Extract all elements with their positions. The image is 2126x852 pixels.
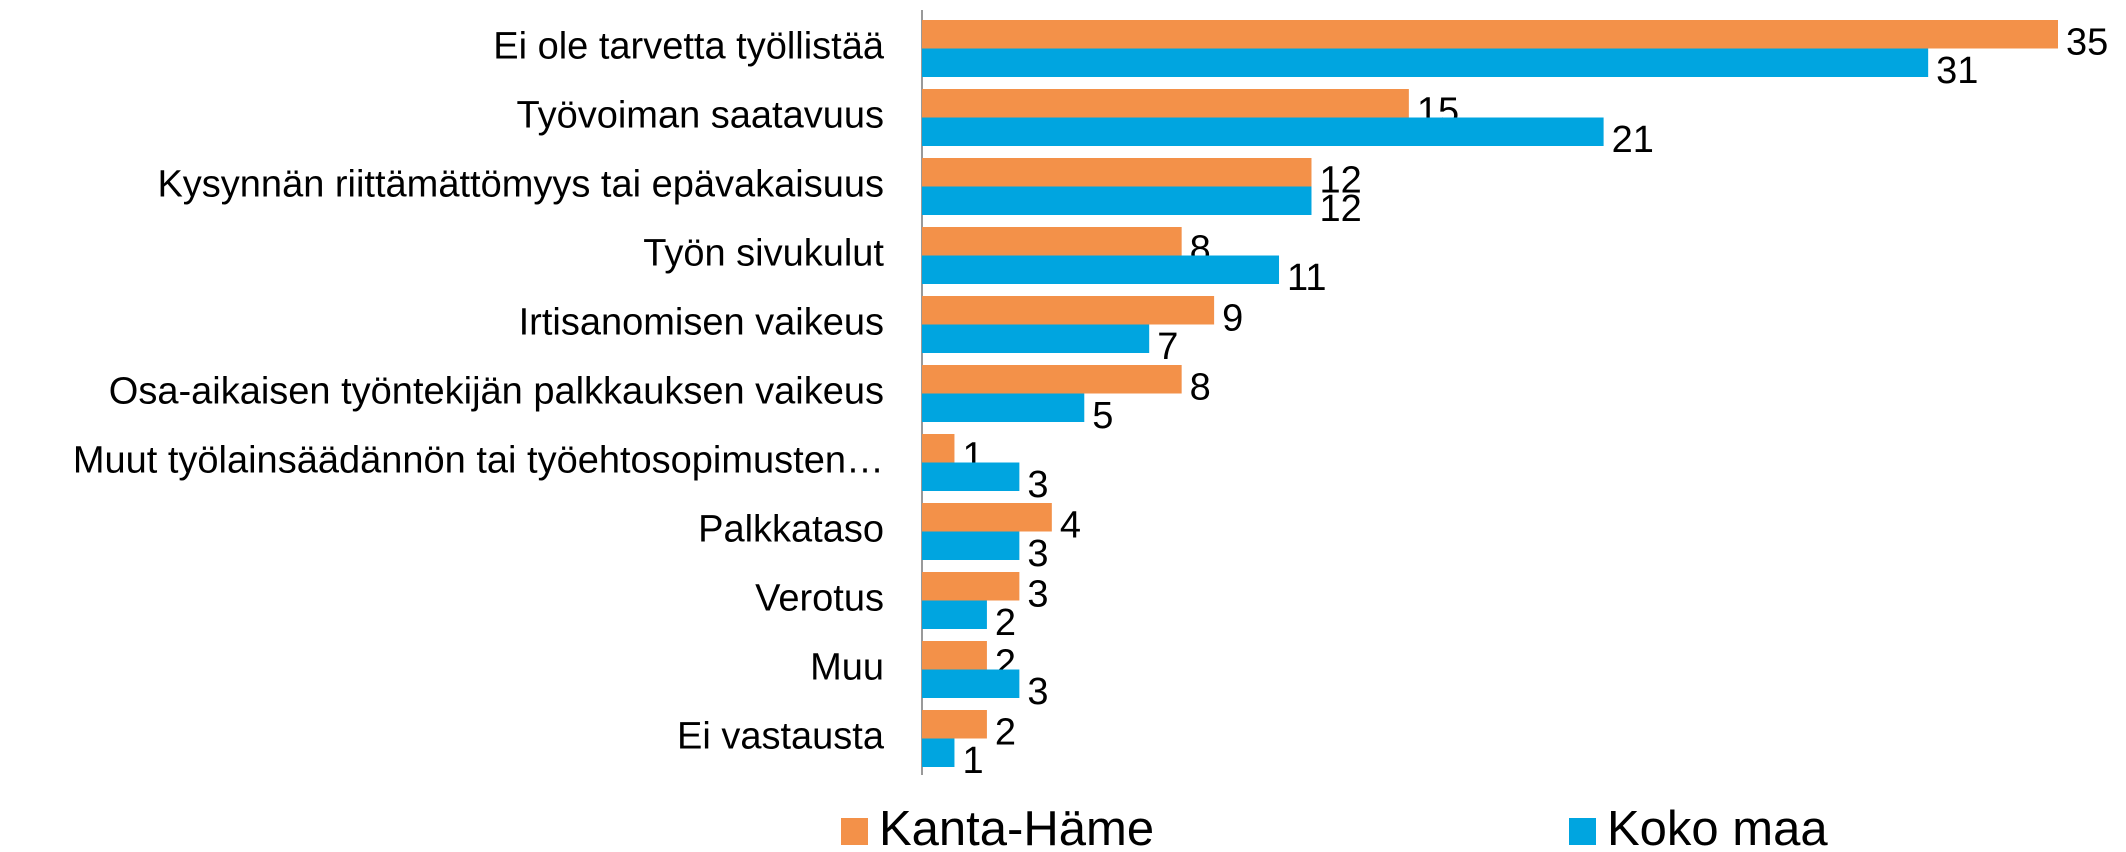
bar — [922, 89, 1409, 118]
legend-label: Kanta-Häme — [879, 802, 1154, 852]
category-label: Palkkataso — [698, 509, 884, 551]
data-label: 3 — [1027, 533, 1048, 575]
bar — [922, 324, 1150, 353]
data-label: 8 — [1190, 366, 1211, 408]
bar — [922, 48, 1929, 77]
data-label: 3 — [1027, 464, 1048, 506]
bar — [922, 393, 1085, 422]
category-label: Irtisanomisen vaikeus — [519, 302, 884, 344]
bar — [922, 669, 1020, 698]
bar — [922, 434, 955, 463]
category-label: Osa-aikaisen työntekijän palkkauksen vai… — [109, 371, 884, 413]
bar — [922, 227, 1182, 256]
bar — [922, 158, 1312, 187]
data-label: 12 — [1319, 159, 1361, 201]
data-label: 31 — [1936, 50, 1978, 92]
bar — [922, 503, 1052, 532]
data-label: 21 — [1612, 119, 1654, 161]
bar — [922, 641, 987, 670]
data-label: 12 — [1319, 188, 1361, 230]
category-label: Työvoiman saatavuus — [516, 95, 884, 137]
bar — [922, 710, 987, 739]
bar — [922, 572, 1020, 601]
category-label: Muut työlainsäädännön tai työehtosopimus… — [73, 440, 884, 482]
bar — [922, 738, 955, 767]
bar — [922, 600, 987, 629]
data-label: 5 — [1092, 395, 1113, 437]
data-label: 1 — [962, 740, 983, 782]
category-label: Työn sivukulut — [643, 233, 884, 275]
bar — [922, 296, 1215, 325]
category-label: Ei ole tarvetta työllistää — [493, 26, 885, 68]
bar — [922, 255, 1280, 284]
legend-swatch — [841, 818, 868, 845]
bar — [922, 117, 1604, 146]
bar — [922, 462, 1020, 491]
category-label: Verotus — [755, 578, 884, 620]
data-label: 2 — [995, 602, 1016, 644]
bar — [922, 186, 1312, 215]
bar — [922, 365, 1182, 394]
data-label: 3 — [1027, 671, 1048, 713]
data-label: 4 — [1060, 504, 1081, 546]
bar — [922, 531, 1020, 560]
data-label: 35 — [2066, 21, 2108, 63]
legend-swatch — [1569, 818, 1596, 845]
data-label: 9 — [1222, 297, 1243, 339]
data-label: 11 — [1287, 257, 1326, 299]
bar — [922, 20, 2058, 49]
legend-label: Koko maa — [1607, 802, 1828, 852]
category-label: Kysynnän riittämättömyys tai epävakaisuu… — [157, 164, 884, 206]
category-label: Muu — [810, 647, 884, 689]
data-label: 2 — [995, 711, 1016, 753]
data-label: 3 — [1027, 573, 1048, 615]
category-label: Ei vastausta — [677, 716, 885, 758]
data-label: 7 — [1157, 326, 1178, 368]
